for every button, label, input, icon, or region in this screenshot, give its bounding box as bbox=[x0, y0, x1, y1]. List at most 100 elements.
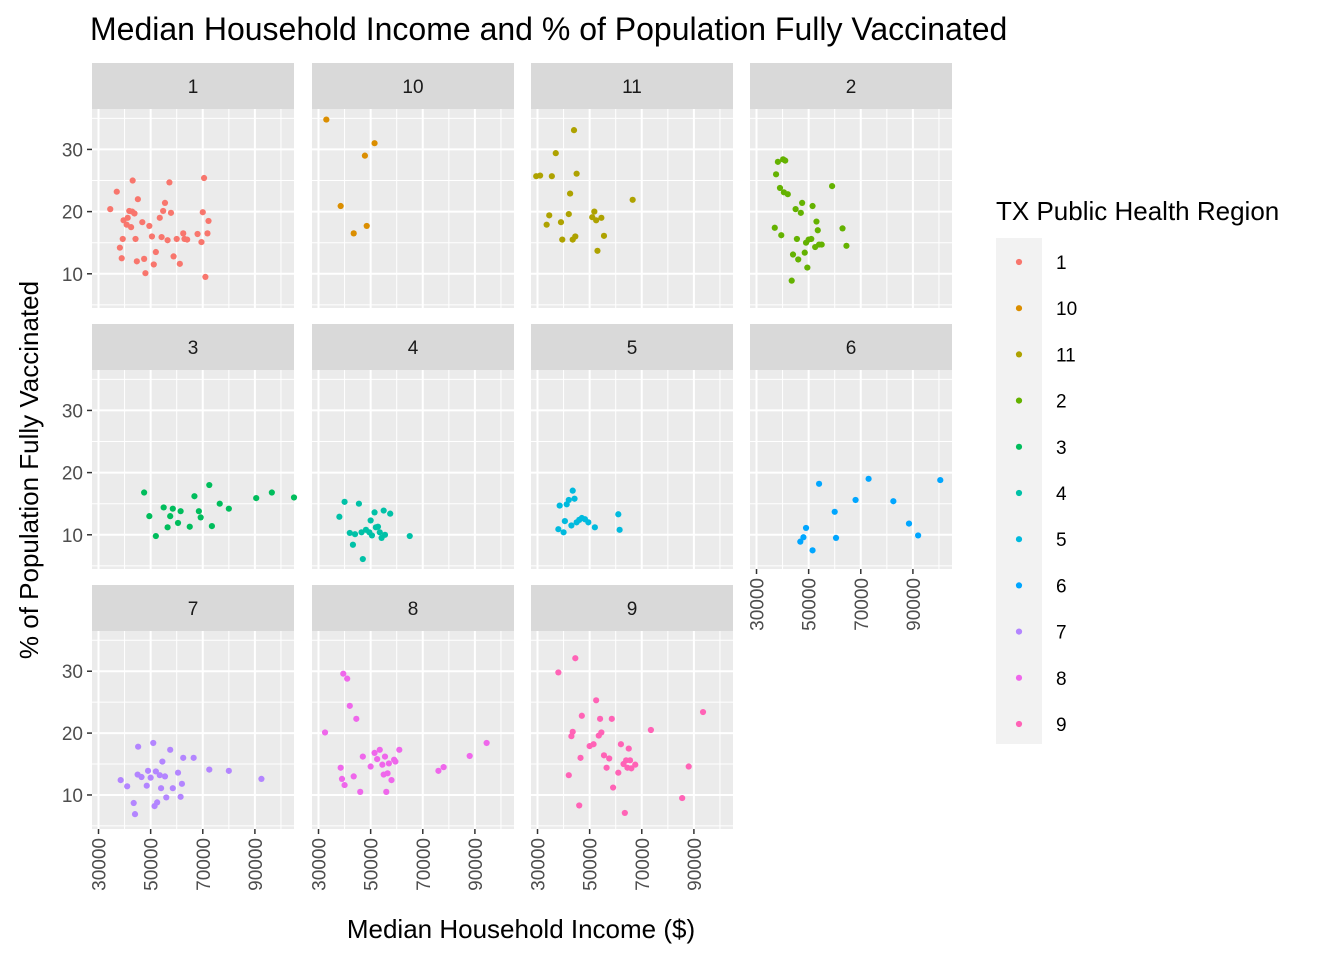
data-point bbox=[216, 500, 223, 507]
data-point bbox=[146, 222, 153, 230]
data-point bbox=[381, 753, 389, 760]
data-point bbox=[176, 260, 183, 267]
data-point bbox=[600, 232, 608, 239]
data-point bbox=[341, 781, 348, 789]
data-point bbox=[156, 214, 163, 221]
data-point bbox=[577, 754, 584, 761]
x-tick-label: 50000 bbox=[142, 838, 163, 891]
data-point bbox=[194, 230, 201, 238]
x-tick-label: 70000 bbox=[852, 578, 873, 631]
data-point bbox=[593, 217, 600, 224]
data-point bbox=[381, 531, 389, 538]
data-point bbox=[130, 799, 137, 807]
data-point bbox=[164, 237, 171, 244]
facet-strip bbox=[750, 324, 952, 370]
data-point bbox=[197, 514, 204, 521]
data-point bbox=[336, 513, 343, 520]
legend-key bbox=[1015, 489, 1023, 497]
data-point bbox=[371, 140, 378, 147]
data-point bbox=[290, 494, 298, 501]
legend-label: 1 bbox=[1056, 253, 1067, 274]
data-point bbox=[180, 230, 187, 237]
data-point bbox=[147, 774, 154, 781]
data-point bbox=[368, 532, 376, 539]
facet-panel-region-6: 6 bbox=[750, 324, 952, 569]
facet-strip-label: 1 bbox=[188, 77, 199, 98]
data-point bbox=[598, 214, 605, 221]
data-point bbox=[543, 221, 550, 228]
data-point bbox=[346, 702, 353, 709]
data-point bbox=[337, 764, 344, 771]
data-point bbox=[107, 206, 114, 213]
data-point bbox=[792, 206, 799, 213]
data-point bbox=[204, 230, 211, 237]
legend-key bbox=[1015, 397, 1023, 404]
legend-item-region-2: 2 bbox=[1015, 392, 1067, 413]
data-point bbox=[802, 524, 810, 532]
data-point bbox=[359, 753, 366, 760]
x-tick-label: 70000 bbox=[414, 838, 435, 891]
data-point bbox=[591, 524, 598, 531]
legend-title: TX Public Health Region bbox=[996, 196, 1279, 226]
data-point bbox=[617, 741, 625, 748]
data-point bbox=[800, 534, 807, 541]
data-point bbox=[406, 532, 413, 540]
legend-label: 9 bbox=[1056, 715, 1067, 736]
data-point bbox=[113, 188, 120, 195]
data-point bbox=[350, 230, 357, 237]
data-point bbox=[191, 493, 198, 500]
data-point bbox=[809, 202, 816, 210]
data-point bbox=[253, 495, 260, 502]
data-point bbox=[169, 785, 176, 792]
x-tick-label: 90000 bbox=[466, 838, 487, 891]
data-point bbox=[340, 670, 347, 677]
legend-key bbox=[1015, 628, 1023, 635]
facet-strip-label: 10 bbox=[402, 77, 423, 98]
data-point bbox=[782, 157, 789, 164]
data-point bbox=[206, 766, 213, 773]
data-point bbox=[647, 726, 654, 734]
data-point bbox=[815, 480, 823, 487]
data-point bbox=[116, 244, 123, 251]
data-point bbox=[199, 209, 206, 216]
data-point bbox=[865, 475, 872, 482]
data-point bbox=[166, 179, 173, 186]
data-point bbox=[350, 773, 357, 780]
data-point bbox=[440, 764, 447, 771]
legend-label: 10 bbox=[1056, 299, 1077, 320]
legend-key bbox=[1015, 443, 1023, 450]
data-point bbox=[572, 655, 579, 662]
data-point bbox=[135, 743, 142, 750]
x-tick-label: 30000 bbox=[748, 578, 769, 631]
data-point bbox=[559, 236, 566, 243]
data-point bbox=[573, 170, 580, 177]
data-point bbox=[346, 529, 353, 537]
y-tick-label: 20 bbox=[62, 203, 83, 224]
legend-key bbox=[1015, 674, 1023, 681]
facet-strip bbox=[312, 324, 514, 370]
data-point bbox=[555, 526, 562, 533]
legend: TX Public Health Region 1 10 11 2 3 4 5 6 7 8 9 bbox=[996, 196, 1279, 744]
data-point bbox=[132, 235, 139, 243]
legend-item-region-6: 6 bbox=[1015, 576, 1067, 597]
data-point bbox=[177, 793, 184, 800]
data-point bbox=[353, 715, 360, 722]
data-point bbox=[596, 715, 604, 722]
data-point bbox=[483, 739, 490, 747]
data-point bbox=[150, 261, 157, 268]
data-point bbox=[205, 217, 212, 225]
data-point bbox=[163, 794, 170, 801]
data-point bbox=[152, 248, 159, 256]
data-point bbox=[905, 520, 913, 527]
data-point bbox=[361, 152, 369, 159]
data-point bbox=[814, 227, 821, 234]
legend-label: 4 bbox=[1056, 484, 1067, 505]
data-point bbox=[603, 764, 610, 771]
data-point bbox=[173, 235, 180, 243]
data-point bbox=[160, 504, 167, 511]
legend-item-region-8: 8 bbox=[1015, 669, 1067, 690]
data-point bbox=[831, 508, 838, 515]
data-point bbox=[560, 529, 567, 536]
data-point bbox=[387, 510, 394, 517]
facet-strip bbox=[92, 585, 294, 631]
